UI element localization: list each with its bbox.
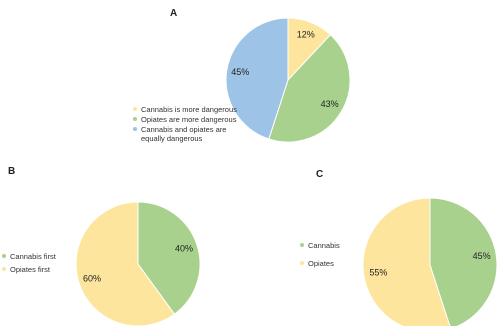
legend-item: Cannabis [300, 241, 380, 250]
legend-marker [2, 254, 6, 258]
legend-item: Opiates first [2, 265, 92, 274]
pie-slice [429, 197, 498, 326]
data-label: 12% [297, 29, 315, 39]
pie-slice [75, 201, 176, 326]
legend-label: Cannabis and opiates are equally dangero… [141, 125, 227, 143]
legend-marker [300, 261, 304, 265]
legend-label: Opiates are more dangerous [141, 115, 237, 124]
chart-title: C [316, 169, 324, 180]
data-label: 40% [175, 243, 193, 253]
data-label: 45% [473, 251, 491, 261]
legend-label: Cannabis is more dangerous [141, 105, 237, 114]
legend-marker [300, 243, 304, 247]
chart-title: B [8, 166, 16, 177]
legend-item: Cannabis and opiates are equally dangero… [133, 125, 238, 143]
data-label: 45% [231, 67, 249, 77]
legend-label: Cannabis [308, 241, 340, 250]
legend-marker [2, 267, 6, 271]
pie-slice [137, 201, 201, 315]
data-label: 55% [369, 268, 387, 278]
legend-item: Opiates [300, 259, 380, 268]
pie-slice [362, 197, 451, 326]
data-label: 43% [321, 99, 339, 109]
legend-item: Opiates are more dangerous [133, 115, 238, 124]
legend-marker [133, 117, 137, 121]
legend-marker [133, 107, 137, 111]
chart-title: A [170, 8, 178, 19]
legend-label: Cannabis first [10, 252, 56, 261]
pie-slice [268, 34, 351, 143]
legend-label: Opiates first [10, 265, 51, 274]
data-label: 60% [83, 273, 101, 283]
legend-item: Cannabis is more dangerous [133, 105, 238, 114]
legend-item: Cannabis first [2, 252, 92, 261]
pie-slice [225, 17, 289, 140]
legend-label: Opiates [308, 259, 334, 268]
legend-marker [133, 127, 137, 131]
